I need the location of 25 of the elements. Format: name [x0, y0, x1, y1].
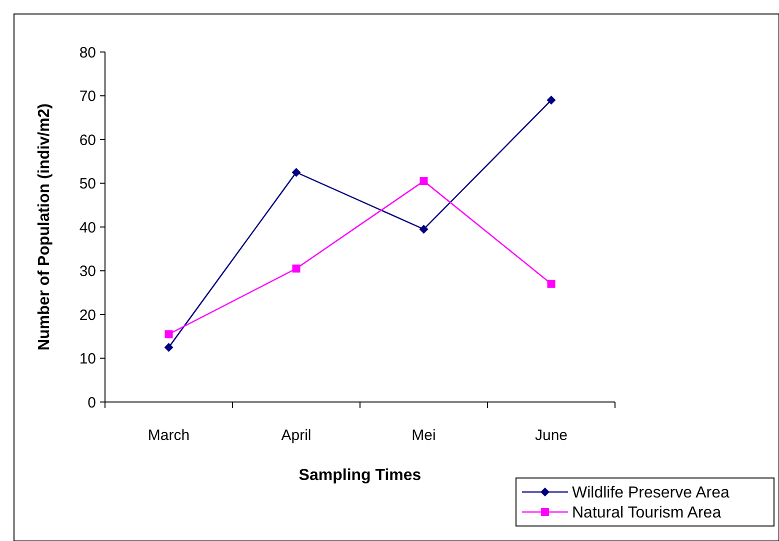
- y-tick-label: 80: [79, 44, 96, 62]
- y-tick-label: 40: [79, 219, 96, 236]
- y-axis-title: Number of Population (indiv/m2): [36, 103, 53, 351]
- point: [420, 177, 428, 186]
- point: [164, 330, 173, 338]
- legend-label: Natural Tourism Area: [572, 504, 722, 522]
- x-tick-label: April: [281, 427, 312, 444]
- y-tick-label: 70: [79, 88, 96, 105]
- y-tick-label: 60: [79, 132, 96, 149]
- y-tick-label: 50: [79, 176, 96, 192]
- y-tick-label: 0: [88, 394, 96, 412]
- x-tick-label: Mei: [412, 427, 436, 444]
- point: [164, 342, 174, 352]
- x-tick-label: June: [534, 427, 568, 444]
- point: [419, 224, 428, 234]
- y-tick-label: 10: [79, 350, 96, 368]
- point: [547, 280, 556, 288]
- y-tick-label: 20: [79, 306, 96, 324]
- y-tick-label: 30: [79, 263, 96, 280]
- point: [292, 264, 300, 273]
- legend-label: Wildlife Preserve Area: [572, 484, 730, 502]
- point: [546, 96, 556, 105]
- x-tick-label: March: [148, 427, 190, 444]
- x-axis-title: Sampling Times: [298, 467, 422, 484]
- point: [292, 168, 301, 177]
